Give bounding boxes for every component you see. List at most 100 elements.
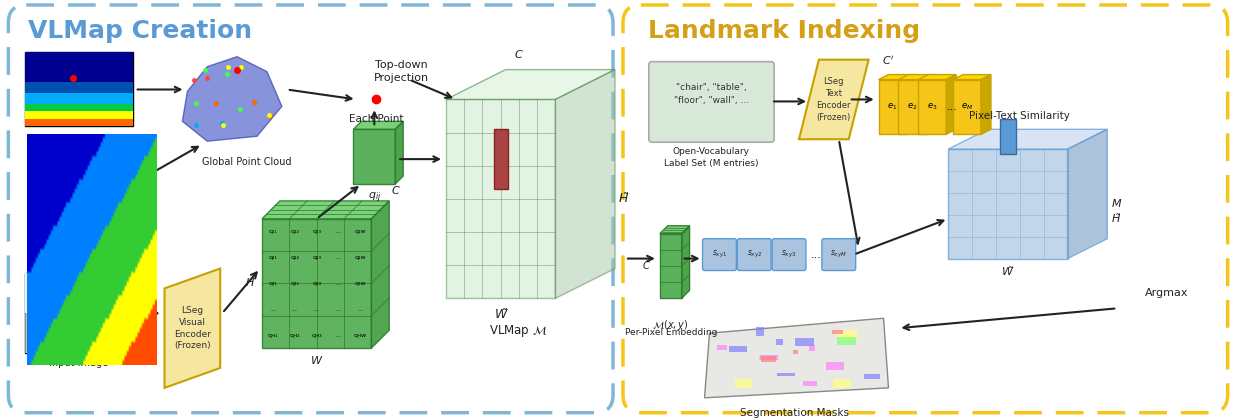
Bar (493, 129, 508, 189)
Bar (837, 337, 855, 344)
Text: M: M (1111, 199, 1121, 209)
Bar (842, 336, 853, 341)
Bar (25, 273, 132, 353)
FancyBboxPatch shape (822, 239, 855, 270)
Text: W: W (311, 356, 323, 366)
Bar (1000, 119, 1016, 154)
Text: $s_{xy1}$: $s_{xy1}$ (712, 249, 727, 260)
Text: ...: ... (357, 307, 363, 312)
Polygon shape (371, 201, 389, 348)
Bar (25, 52, 132, 81)
FancyBboxPatch shape (649, 62, 774, 142)
Bar (826, 362, 844, 370)
Polygon shape (660, 234, 681, 298)
Polygon shape (948, 129, 1107, 149)
Text: Label Set (M entries): Label Set (M entries) (664, 159, 759, 168)
Text: $e_M$: $e_M$ (962, 102, 973, 112)
Text: H: H (246, 278, 255, 289)
Polygon shape (446, 70, 616, 100)
Text: Input Depth: Input Depth (49, 139, 109, 149)
Text: VLMap Creation: VLMap Creation (28, 19, 252, 43)
Bar (25, 81, 132, 93)
Polygon shape (555, 70, 616, 298)
Polygon shape (262, 219, 371, 348)
Text: Landmark Indexing: Landmark Indexing (648, 19, 920, 43)
Polygon shape (879, 79, 906, 134)
Text: $C$: $C$ (392, 184, 400, 196)
Bar (864, 374, 880, 379)
Text: $e_3$: $e_3$ (927, 102, 937, 112)
Text: ...: ... (335, 229, 341, 234)
Text: q₃₂: q₃₂ (290, 281, 299, 286)
Bar (25, 273, 132, 313)
Polygon shape (660, 226, 690, 234)
Text: C: C (643, 260, 650, 270)
Bar (803, 381, 817, 386)
Bar (777, 373, 795, 375)
Polygon shape (353, 129, 396, 184)
Polygon shape (918, 79, 947, 134)
Polygon shape (906, 75, 916, 134)
Polygon shape (879, 75, 916, 79)
Bar (837, 331, 857, 340)
Bar (25, 119, 132, 126)
Text: ...: ... (947, 102, 958, 112)
Text: Segmentation Masks: Segmentation Masks (739, 408, 849, 418)
Text: q₁₂: q₁₂ (290, 229, 299, 234)
Polygon shape (798, 60, 869, 139)
Text: q₃₁: q₃₁ (268, 281, 277, 286)
Text: q₁w: q₁w (355, 229, 366, 234)
Bar (25, 52, 132, 126)
Text: VLMap $\mathcal{M}$: VLMap $\mathcal{M}$ (489, 323, 548, 339)
Text: Input Image: Input Image (49, 358, 109, 368)
Polygon shape (899, 75, 936, 79)
Text: $q_{ij}$: $q_{ij}$ (367, 191, 381, 205)
Polygon shape (947, 75, 957, 134)
Text: $s_{xy2}$: $s_{xy2}$ (747, 249, 761, 260)
Text: q₂w: q₂w (355, 255, 366, 260)
Text: Each Point: Each Point (349, 114, 404, 124)
Bar (792, 350, 798, 354)
Text: $s_{xy3}$: $s_{xy3}$ (781, 249, 797, 260)
Bar (25, 104, 132, 111)
Text: qн₃: qн₃ (311, 333, 321, 338)
Polygon shape (918, 75, 957, 79)
Text: Camera Pose: Camera Pose (47, 191, 111, 201)
Polygon shape (948, 149, 1068, 259)
Polygon shape (981, 75, 991, 134)
Text: ...: ... (269, 307, 276, 312)
Polygon shape (705, 318, 889, 398)
Text: ...: ... (335, 333, 341, 338)
Polygon shape (25, 305, 132, 353)
Text: $C'$: $C'$ (881, 54, 894, 67)
Text: Pixel-Text Similarity: Pixel-Text Similarity (969, 111, 1070, 121)
Text: W̃: W̃ (494, 308, 507, 321)
Bar (25, 93, 132, 104)
Text: $\mathcal{M}(x,y)$: $\mathcal{M}(x,y)$ (653, 318, 688, 332)
Bar (47, 317, 100, 333)
Text: $e_1$: $e_1$ (887, 102, 897, 112)
Polygon shape (183, 57, 282, 141)
Text: Argmax: Argmax (1146, 289, 1189, 298)
Text: ...: ... (335, 255, 341, 260)
Polygon shape (681, 226, 690, 298)
Text: H̃: H̃ (619, 192, 628, 205)
Polygon shape (953, 79, 981, 134)
Bar (761, 356, 776, 362)
Text: W̃: W̃ (1002, 267, 1014, 276)
Polygon shape (953, 75, 991, 79)
Text: q₃w: q₃w (355, 281, 366, 286)
Text: "chair", "table",: "chair", "table", (676, 83, 747, 92)
Text: $s_{xyM}$: $s_{xyM}$ (831, 249, 847, 260)
Polygon shape (164, 268, 220, 388)
Polygon shape (1068, 129, 1107, 259)
FancyBboxPatch shape (702, 239, 737, 270)
Text: C: C (514, 50, 523, 60)
Text: qн₂: qн₂ (289, 333, 300, 338)
Polygon shape (353, 121, 403, 129)
FancyBboxPatch shape (738, 239, 771, 270)
Bar (25, 111, 132, 119)
Polygon shape (899, 79, 926, 134)
Polygon shape (396, 121, 403, 184)
Bar (832, 331, 843, 334)
